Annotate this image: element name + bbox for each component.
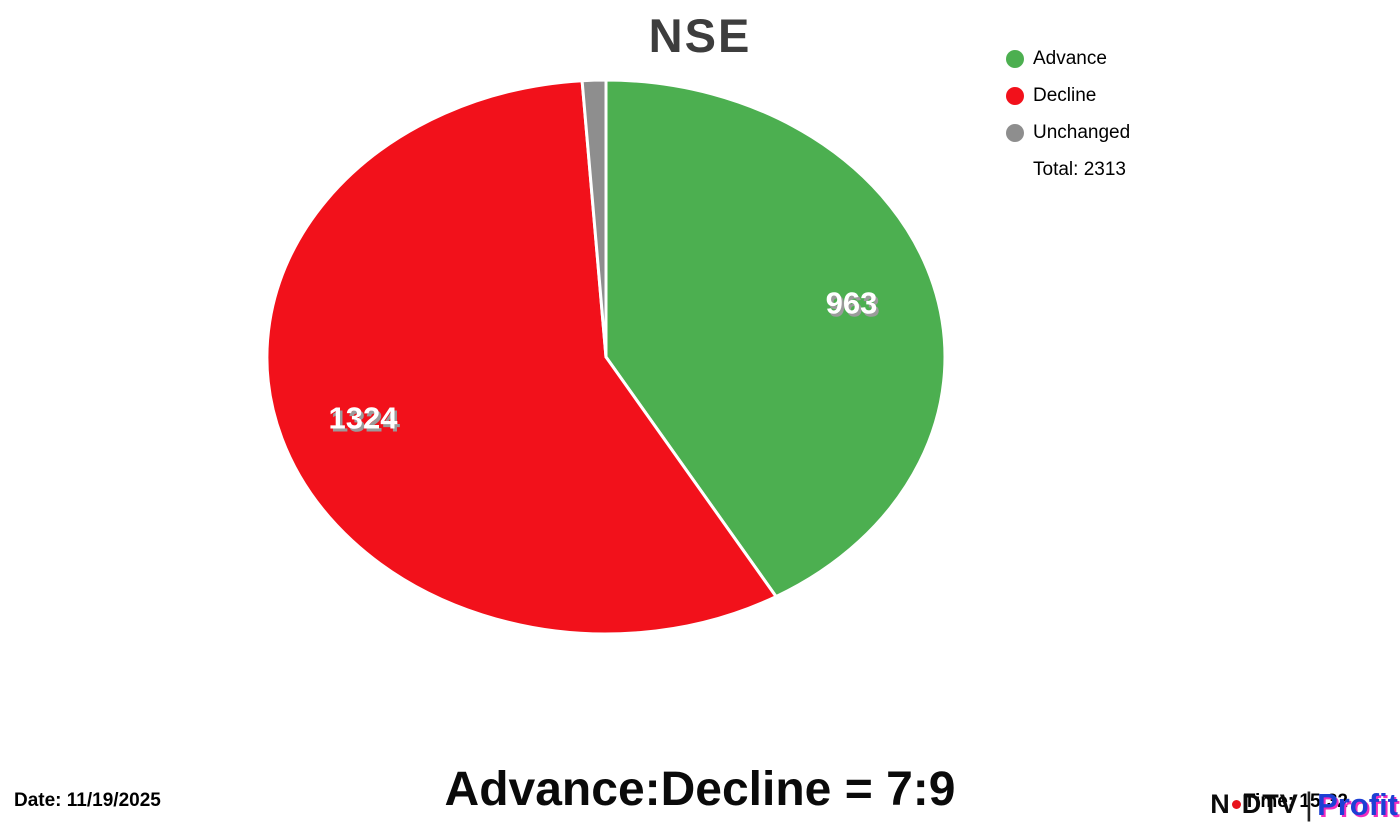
logo-text-dtv: DTV — [1241, 789, 1299, 819]
legend-item-unchanged: Unchanged — [1006, 122, 1130, 144]
logo-text-profit: Profit — [1317, 786, 1398, 822]
advance-decline-ratio: Advance:Decline = 7:9 — [444, 763, 956, 816]
logo-separator: | — [1304, 786, 1314, 822]
legend-marker-decline — [1006, 87, 1024, 105]
legend-item-decline: Decline — [1006, 85, 1130, 107]
pie-value-label-decline: 1324 — [331, 404, 401, 439]
ndtv-profit-logo: N DTV | Profit — [1210, 786, 1398, 823]
pie-value-label-advance: 963 — [826, 286, 878, 321]
logo-red-dot-icon — [1231, 800, 1241, 809]
legend-total: Total: 2313 — [1033, 159, 1126, 180]
legend: Advance Decline Unchanged Total: 2313 — [1006, 48, 1130, 181]
pie-value-label-advance: 963 — [828, 289, 880, 324]
logo-text-n: N — [1210, 789, 1231, 819]
legend-label-decline: Decline — [1033, 85, 1097, 106]
chart-title: NSE — [648, 9, 752, 62]
legend-label-unchanged: Unchanged — [1033, 122, 1131, 143]
legend-marker-unchanged — [1006, 124, 1024, 142]
pie-value-label-decline: 1324 — [329, 401, 399, 436]
time-label: Time: 15:32 — [1243, 791, 1348, 812]
pie-slice-advance — [604, 78, 947, 599]
legend-label-advance: Advance — [1033, 48, 1107, 69]
legend-marker-advance — [1006, 50, 1024, 68]
pie-slice-decline — [265, 79, 778, 636]
legend-item-advance: Advance — [1006, 48, 1130, 70]
pie-slice-unchanged — [580, 78, 608, 359]
date-label: Date: 11/19/2025 — [14, 790, 161, 811]
